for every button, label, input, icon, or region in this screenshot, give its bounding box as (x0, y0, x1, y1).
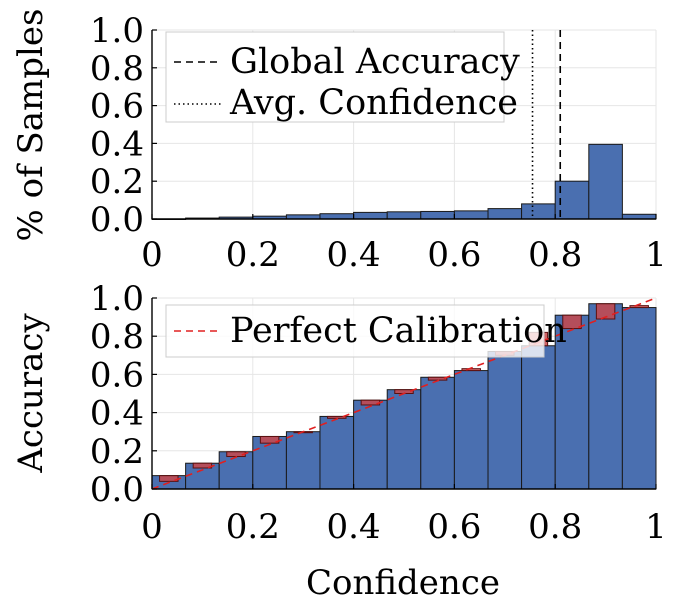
bottom-legend-box (165, 304, 545, 358)
histogram-bar (487, 208, 523, 220)
accuracy-bars (151, 303, 657, 490)
calibration-gap-bar (562, 314, 582, 330)
bottom-legend: Perfect Calibration (165, 304, 567, 358)
bottom-y-axis-label: Accuracy (11, 313, 51, 474)
histogram-bar (353, 211, 388, 220)
bottom-y-tick-label: 0.4 (90, 394, 144, 434)
accuracy-bar (487, 350, 523, 490)
accuracy-bar (588, 303, 623, 490)
bottom-x-tick-label: 0.6 (427, 507, 481, 547)
bottom-x-tick-label: 0.2 (226, 507, 280, 547)
bottom-x-tick-label: 0.4 (327, 507, 381, 547)
x-axis-label: Confidence (306, 563, 500, 603)
top-x-tick-label: 0.6 (427, 235, 481, 275)
histogram-bar (621, 213, 657, 220)
calibration-gap-bar (461, 368, 481, 372)
top-legend-box (165, 31, 505, 123)
legend-label-global-accuracy: Global Accuracy (230, 42, 520, 82)
accuracy-bar (420, 376, 455, 490)
top-y-axis-label: % of Samples (11, 9, 51, 242)
bottom-axes: 0.00.20.40.60.81.00 0.2 0.4 0.6 0.8 1 (90, 279, 667, 547)
legend-label-perfect-calibration: Perfect Calibration (230, 311, 567, 351)
top-x-tick-label: 0.8 (528, 235, 582, 275)
histogram-bar (420, 210, 455, 220)
top-y-tick-label: 0.6 (90, 87, 144, 127)
perfect-calibration-line (151, 297, 657, 490)
bottom-y-tick-label: 0.6 (90, 355, 144, 395)
accuracy-bar (521, 345, 556, 490)
top-y-tick-label: 0.4 (90, 124, 144, 164)
top-y-tick-label: 0.2 (90, 162, 144, 202)
calibration-gap-bar (629, 305, 649, 309)
histogram-bar (319, 213, 355, 220)
histogram-bar (386, 211, 422, 220)
bottom-x-tick-label: 1 (645, 507, 667, 547)
calibration-gap-bar (595, 303, 616, 320)
top-histogram-bars (151, 143, 657, 220)
top-x-tick-label: 0.2 (226, 235, 280, 275)
top-y-tick-label: 0.0 (90, 200, 144, 240)
top-y-tick-label: 1.0 (90, 11, 144, 51)
accuracy-bar (353, 399, 388, 490)
top-legend: Global Accuracy Avg. Confidence (165, 31, 520, 123)
calibration-gap-bar (259, 435, 280, 444)
accuracy-bar (285, 431, 321, 490)
accuracy-bar (621, 307, 657, 490)
bottom-x-tick-label: 0.8 (528, 507, 582, 547)
histogram-bar (453, 210, 489, 220)
top-y-tick-label: 0.8 (90, 49, 144, 89)
confidence-histogram-panel: Global Accuracy Avg. Confidence 0.00.20.… (11, 9, 667, 276)
reliability-diagram-panel: Perfect Calibration 0.00.20.40.60.81.00 0… (11, 279, 667, 603)
histogram-bar (588, 143, 623, 220)
bottom-y-tick-label: 0.8 (90, 317, 144, 357)
top-x-tick-label: 1 (645, 235, 667, 275)
top-x-tick-label: 0 (141, 235, 163, 275)
accuracy-bar (453, 370, 489, 490)
bottom-y-tick-label: 1.0 (90, 279, 144, 319)
histogram-bar (521, 203, 556, 220)
accuracy-bar (386, 389, 422, 490)
bottom-y-tick-label: 0.2 (90, 432, 144, 472)
top-x-tick-label: 0.4 (327, 235, 381, 275)
bottom-y-tick-label: 0.0 (90, 470, 144, 510)
accuracy-bar (319, 415, 355, 490)
top-axes: 0.00.20.40.60.81.00 0.2 0.4 0.6 0.8 1 (90, 11, 667, 275)
legend-label-avg-confidence: Avg. Confidence (229, 83, 518, 123)
bottom-x-tick-label: 0 (141, 507, 163, 547)
